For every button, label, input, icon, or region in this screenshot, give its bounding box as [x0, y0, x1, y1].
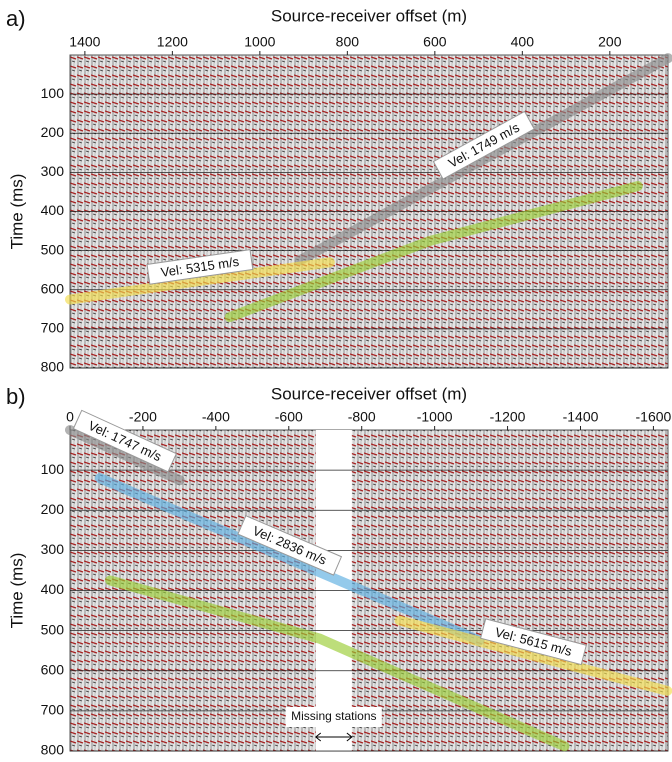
label-box	[237, 515, 343, 576]
y-tick-label: 700	[41, 320, 65, 336]
x-tick-label: 200	[598, 34, 622, 50]
y-tick-label: 600	[41, 661, 65, 677]
label-box	[72, 409, 177, 473]
panel-label: a)	[6, 6, 26, 31]
y-tick-label: 800	[41, 359, 65, 375]
x-tick-label: -200	[129, 409, 157, 425]
x-tick-label: 1400	[69, 34, 100, 50]
gap-label-box	[285, 707, 382, 727]
x-tick-label: -1600	[636, 409, 672, 425]
x-tick-label: -600	[275, 409, 303, 425]
x-tick-label: 600	[423, 34, 447, 50]
gap-arrow	[314, 732, 353, 742]
x-tick-label: 1000	[244, 34, 275, 50]
y-tick-label: 200	[41, 124, 65, 140]
y-tick-label: 200	[41, 501, 65, 517]
x-tick-label: 0	[66, 409, 74, 425]
label-box	[146, 249, 254, 285]
y-tick-label: 600	[41, 280, 65, 296]
velocity-pick	[394, 615, 672, 696]
y-tick-label: 100	[41, 461, 65, 477]
y-tick-label: 400	[41, 581, 65, 597]
y-tick-label: 300	[41, 163, 65, 179]
y-tick-label: 700	[41, 702, 65, 718]
velocity-pick	[224, 181, 643, 323]
label-box	[432, 110, 535, 180]
y-tick-label: 800	[41, 742, 65, 757]
x-tick-label: -1000	[417, 409, 453, 425]
y-tick-label: 400	[41, 202, 65, 218]
velocity-pick	[94, 473, 485, 646]
panel-label: b)	[6, 384, 26, 409]
x-tick-label: 800	[336, 34, 360, 50]
label-box	[480, 618, 587, 666]
x-tick-label: 400	[511, 34, 535, 50]
x-axis-label: Source-receiver offset (m)	[271, 6, 467, 25]
y-axis-label: Time (ms)	[7, 553, 26, 629]
velocity-pick	[105, 575, 570, 752]
x-tick-label: 1200	[157, 34, 188, 50]
x-axis-label: Source-receiver offset (m)	[271, 384, 467, 403]
x-tick-label: -400	[202, 409, 230, 425]
velocity-pick	[65, 257, 335, 305]
x-tick-label: -1400	[563, 409, 599, 425]
x-tick-label: -1200	[490, 409, 526, 425]
y-tick-label: 100	[41, 85, 65, 101]
y-axis-label: Time (ms)	[7, 174, 26, 250]
velocity-pick	[65, 425, 185, 486]
y-tick-label: 500	[41, 621, 65, 637]
x-tick-label: -800	[348, 409, 376, 425]
y-tick-label: 300	[41, 541, 65, 557]
velocity-pick	[294, 53, 672, 266]
y-tick-label: 500	[41, 241, 65, 257]
gap-label: Missing stations	[291, 709, 376, 723]
